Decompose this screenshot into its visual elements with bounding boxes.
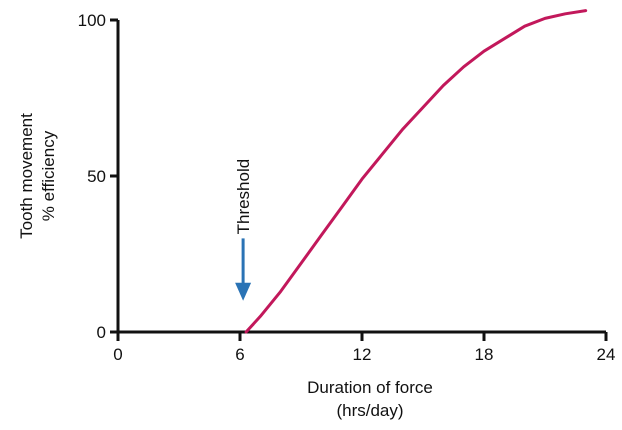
threshold-arrow-head xyxy=(235,282,252,301)
y-tick-label: 0 xyxy=(97,323,106,342)
threshold-annotation: Threshold xyxy=(234,159,253,301)
y-axis-label-line-1: Tooth movement xyxy=(17,113,36,239)
x-axis-label-line-2: (hrs/day) xyxy=(336,401,403,420)
y-tick-label: 50 xyxy=(87,167,106,186)
x-axis-label-line-1: Duration of force xyxy=(307,378,433,397)
threshold-label: Threshold xyxy=(234,159,253,235)
y-ticks: 0 50 100 xyxy=(78,11,118,342)
x-tick-label: 0 xyxy=(113,345,122,364)
x-tick-label: 12 xyxy=(353,345,372,364)
x-tick-label: 18 xyxy=(475,345,494,364)
y-tick-label: 100 xyxy=(78,11,106,30)
y-axis-label-line-2: % efficiency xyxy=(39,130,58,221)
x-tick-label: 24 xyxy=(597,345,616,364)
efficiency-curve xyxy=(244,9,588,334)
x-ticks: 0 6 12 18 24 xyxy=(113,332,615,364)
x-tick-label: 6 xyxy=(235,345,244,364)
